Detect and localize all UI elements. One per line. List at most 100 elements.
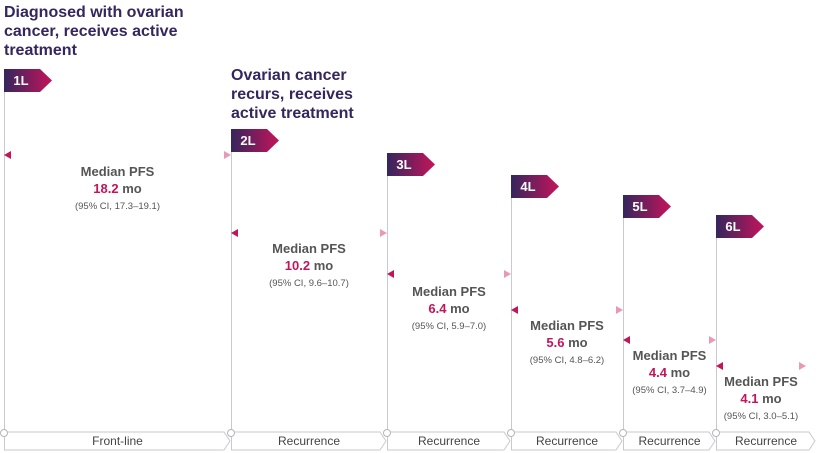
phase-chevron <box>4 431 231 451</box>
phase-chevron <box>511 431 623 451</box>
phase-segment: Recurrence <box>231 429 387 453</box>
pfs-unit: mo <box>564 335 588 350</box>
line-divider <box>511 175 512 433</box>
pfs-number: 6.4 <box>428 301 447 316</box>
line-divider <box>623 195 624 433</box>
phase-chevron <box>623 431 716 451</box>
pfs-ci: (95% CI, 17.3–19.1) <box>74 201 161 212</box>
phase-chevron <box>231 431 387 451</box>
phase-knob <box>507 429 515 437</box>
phase-label: Recurrence <box>417 434 481 448</box>
pfs-title: Median PFS <box>724 374 798 389</box>
pfs-block: Median PFS 4.4 mo (95% CI, 3.7–4.9) <box>623 347 716 398</box>
pfs-unit: mo <box>310 258 334 273</box>
pfs-unit: mo <box>118 181 142 196</box>
heading-diagnosed: Diagnosed with ovarian cancer, receives … <box>4 3 184 60</box>
pfs-value: 6.4 mo <box>387 300 511 317</box>
arrow-shape <box>231 229 387 237</box>
pfs-block: Median PFS 18.2 mo (95% CI, 17.3–19.1) <box>4 163 231 214</box>
flag-shape <box>623 195 671 218</box>
pfs-value: 18.2 mo <box>4 180 231 197</box>
phase-segment: Recurrence <box>623 429 716 453</box>
pfs-unit: mo <box>666 365 691 380</box>
line-flag-1l: 1L <box>4 69 52 92</box>
flag-label: 1L <box>13 73 29 88</box>
pfs-title: Median PFS <box>530 318 604 333</box>
arrow-shape <box>387 270 511 278</box>
pfs-unit: mo <box>758 391 782 406</box>
phase-knob <box>383 429 391 437</box>
pfs-value: 10.2 mo <box>231 257 387 274</box>
phase-segment: Front-line <box>4 429 231 453</box>
line-divider <box>387 153 388 433</box>
phase-knob <box>227 429 235 437</box>
pfs-ci: (95% CI, 5.9–7.0) <box>411 321 487 332</box>
line-flag-6l: 6L <box>716 215 764 238</box>
flag-shape <box>4 69 52 92</box>
phase-segment: Recurrence <box>716 429 816 453</box>
pfs-block: Median PFS 6.4 mo (95% CI, 5.9–7.0) <box>387 283 511 334</box>
line-flag-4l: 4L <box>511 175 559 198</box>
arrow-shape <box>4 151 231 159</box>
flag-shape <box>231 129 279 152</box>
phase-knob <box>712 429 720 437</box>
pfs-value: 4.1 mo <box>716 390 806 407</box>
pfs-number: 4.1 <box>740 391 759 406</box>
pfs-title: Median PFS <box>80 164 155 179</box>
heading-recurs-line: Ovarian cancer <box>231 67 347 84</box>
heading-recurs: Ovarian cancer recurs, receives active t… <box>231 66 354 123</box>
line-divider <box>716 215 717 433</box>
flag-label: 4L <box>520 179 536 194</box>
heading-diagnosed-line: cancer, receives active <box>4 23 178 40</box>
pfs-arrow <box>231 228 387 238</box>
phase-chevron <box>716 431 816 451</box>
pfs-title: Median PFS <box>632 348 707 363</box>
flag-shape <box>716 215 764 238</box>
arrow-shape <box>623 336 716 344</box>
phase-label: Front-line <box>92 434 143 448</box>
pfs-number: 10.2 <box>284 258 311 273</box>
phase-segment: Recurrence <box>387 429 511 453</box>
phase-chevron <box>387 431 511 451</box>
pfs-arrow <box>387 269 511 279</box>
heading-recurs-line: recurs, receives <box>231 86 353 103</box>
flag-shape <box>387 153 435 176</box>
pfs-number: 4.4 <box>648 365 667 380</box>
pfs-unit: mo <box>446 301 470 316</box>
phase-label: Recurrence <box>638 434 701 448</box>
flag-label: 6L <box>725 219 741 234</box>
heading-diagnosed-line: Diagnosed with ovarian <box>4 4 184 21</box>
arrow-shape <box>716 362 806 370</box>
flag-shape <box>511 175 559 198</box>
line-flag-3l: 3L <box>387 153 435 176</box>
phase-segment: Recurrence <box>511 429 623 453</box>
pfs-block: Median PFS 5.6 mo (95% CI, 4.8–6.2) <box>511 317 623 368</box>
line-flag-2l: 2L <box>231 129 279 152</box>
pfs-value: 4.4 mo <box>623 364 716 381</box>
pfs-number: 5.6 <box>546 335 565 350</box>
pfs-title: Median PFS <box>412 284 486 299</box>
phase-knob <box>619 429 627 437</box>
pfs-ci: (95% CI, 3.7–4.9) <box>632 385 707 396</box>
pfs-block: Median PFS 4.1 mo (95% CI, 3.0–5.1) <box>716 373 806 424</box>
heading-diagnosed-line: treatment <box>4 42 77 59</box>
flag-label: 3L <box>396 157 412 172</box>
pfs-arrow <box>511 305 623 315</box>
pfs-arrow <box>4 150 231 160</box>
pfs-ci: (95% CI, 9.6–10.7) <box>269 278 349 289</box>
flag-label: 5L <box>632 199 648 214</box>
pfs-number: 18.2 <box>93 181 119 196</box>
heading-recurs-line: active treatment <box>231 105 354 122</box>
pfs-arrow <box>623 335 716 345</box>
pfs-value: 5.6 mo <box>511 334 623 351</box>
phase-label: Recurrence <box>535 434 599 448</box>
phase-label: Recurrence <box>734 434 798 448</box>
phase-knob <box>0 429 8 437</box>
pfs-arrow <box>716 361 806 371</box>
arrow-shape <box>511 306 623 314</box>
line-divider <box>4 69 5 433</box>
pfs-title: Median PFS <box>272 241 346 256</box>
flag-label: 2L <box>240 133 256 148</box>
pfs-ci: (95% CI, 4.8–6.2) <box>529 355 605 366</box>
